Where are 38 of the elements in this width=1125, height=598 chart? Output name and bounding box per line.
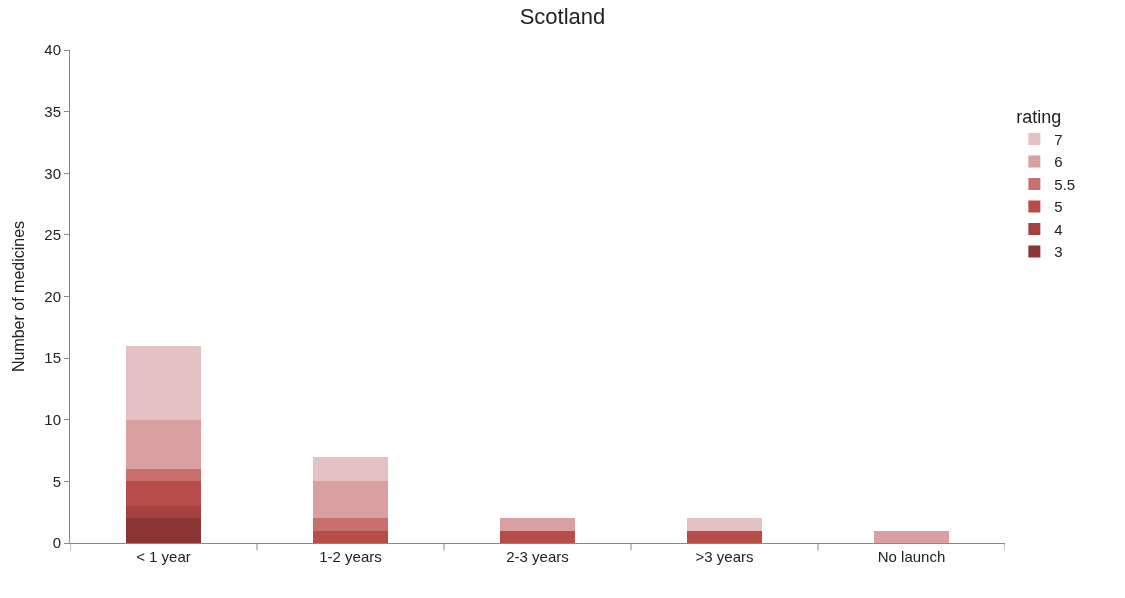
y-tick-label: 40 [44,41,61,59]
x-tick-label: No launch [877,548,946,565]
legend-label: 7 [1054,130,1063,148]
x-tick-label: >3 years [695,548,754,565]
legend-title: rating [1016,106,1062,127]
bar [126,419,201,470]
legend-label: 5 [1054,198,1063,216]
bar [500,518,575,531]
bar [874,530,949,543]
legend-label: 6 [1054,153,1063,171]
bar [687,518,762,531]
x-tick-label: 2-3 years [506,548,569,565]
y-axis-title: Number of medicines [10,220,28,373]
chart-title: Scotland [519,4,606,30]
bar [313,456,388,482]
bar [126,345,201,420]
legend-label: 4 [1054,220,1063,238]
y-tick-label: 35 [44,102,61,120]
bar [313,530,388,543]
bar [313,518,388,531]
y-tick-label: 0 [52,534,61,552]
bar [126,506,201,519]
y-tick-label: 5 [52,472,61,490]
y-tick-label: 30 [44,164,61,182]
bar [313,481,388,519]
y-tick-label: 15 [44,349,61,367]
bar [687,530,762,543]
bar [126,469,201,482]
bar [500,530,575,543]
y-tick-label: 10 [44,411,61,428]
bar [126,481,201,507]
legend-label: 5.5 [1054,175,1076,193]
bar [126,518,201,543]
y-tick-label: 20 [44,287,61,305]
x-tick-label: 1-2 years [319,548,382,565]
legend-label: 3 [1054,243,1063,261]
x-tick-label: < 1 year [136,548,191,565]
y-tick-label: 25 [44,226,61,244]
